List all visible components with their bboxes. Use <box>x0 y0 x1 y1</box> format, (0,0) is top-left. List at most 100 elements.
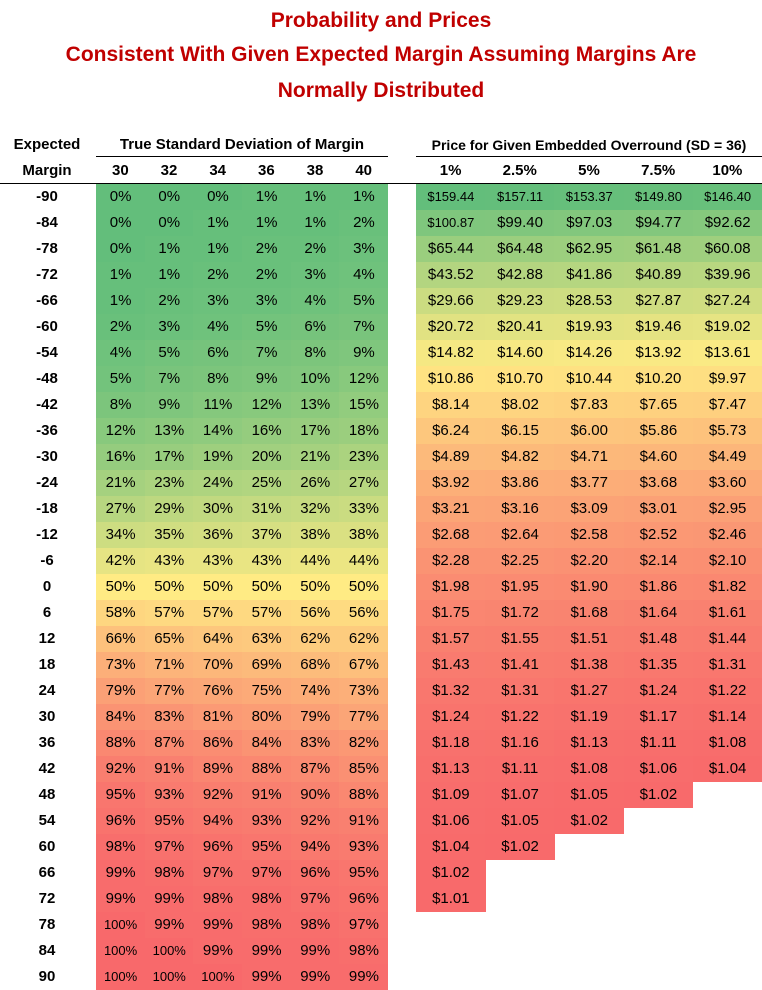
row-label-margin: 12 <box>38 630 56 647</box>
price-cell: $3.21 <box>416 496 486 522</box>
probability-cell: 96% <box>96 808 146 834</box>
price-cell: $1.22 <box>692 678 762 704</box>
probability-cell: 66% <box>96 626 146 652</box>
probability-cell: 99% <box>242 964 292 990</box>
price-cell: $2.28 <box>416 548 486 574</box>
price-cell: $19.46 <box>623 314 694 340</box>
header-price-group: Price for Given Embedded Overround (SD =… <box>416 134 762 157</box>
probability-cell: 90% <box>290 782 340 808</box>
probability-cell: 42% <box>96 548 146 574</box>
price-cell: $2.10 <box>692 548 762 574</box>
price-cell: $41.86 <box>554 262 625 288</box>
probability-cell: 1% <box>144 236 194 262</box>
probability-cell: 38% <box>339 522 389 548</box>
price-cell: $1.86 <box>623 574 694 600</box>
probability-cell: 50% <box>242 574 292 600</box>
price-cell: $8.14 <box>416 392 486 418</box>
probability-cell: 6% <box>290 314 340 340</box>
probability-cell: 83% <box>144 704 194 730</box>
price-cell: $94.77 <box>623 210 694 236</box>
row-label-margin: 72 <box>38 890 56 907</box>
title-line-3: Normally Distributed <box>277 79 485 102</box>
probability-cell: 1% <box>193 236 243 262</box>
probability-cell: 84% <box>96 704 146 730</box>
probability-cell: 23% <box>339 444 389 470</box>
row-label-margin: 0 <box>42 578 52 595</box>
price-cell: $43.52 <box>416 262 486 288</box>
price-cell: $1.22 <box>485 704 555 730</box>
probability-cell: 1% <box>96 262 146 288</box>
price-cell: $2.95 <box>692 496 762 522</box>
probability-cell: 27% <box>339 470 389 496</box>
price-cell: $1.68 <box>554 600 625 626</box>
price-cell: $1.05 <box>485 808 555 834</box>
probability-cell: 1% <box>193 210 243 236</box>
price-cell: $1.06 <box>623 756 694 782</box>
price-cell: $3.09 <box>554 496 625 522</box>
price-cell: $7.47 <box>692 392 762 418</box>
price-cell: $92.62 <box>692 210 762 236</box>
probability-cell: 98% <box>193 886 243 912</box>
price-cell: $1.31 <box>692 652 762 678</box>
row-label-margin: 78 <box>38 916 56 933</box>
price-cell: $2.68 <box>416 522 486 548</box>
price-cell: $27.24 <box>692 288 762 314</box>
probability-cell: 94% <box>193 808 243 834</box>
price-cell: $146.40 <box>692 184 762 210</box>
price-cell: $4.82 <box>485 444 555 470</box>
price-cell: $1.14 <box>692 704 762 730</box>
row-label-margin: 66 <box>38 864 56 881</box>
price-cell: $100.87 <box>416 210 486 236</box>
probability-cell: 88% <box>96 730 146 756</box>
probability-cell: 92% <box>193 782 243 808</box>
probability-cell: 3% <box>339 236 389 262</box>
row-label-margin: 84 <box>38 942 56 959</box>
price-cell: $1.24 <box>416 704 486 730</box>
probability-cell: 89% <box>193 756 243 782</box>
price-cell: $4.89 <box>416 444 486 470</box>
row-label-margin: -36 <box>36 422 58 439</box>
price-cell: $1.48 <box>623 626 694 652</box>
probability-cell: 3% <box>193 288 243 314</box>
price-cell: $2.46 <box>692 522 762 548</box>
row-label-margin: -54 <box>36 344 58 361</box>
row-label-margin: -90 <box>36 188 58 205</box>
price-cell: $29.66 <box>416 288 486 314</box>
price-cell: $1.02 <box>554 808 625 834</box>
probability-cell: 84% <box>242 730 292 756</box>
column-header-overround: 7.5% <box>641 162 676 179</box>
price-cell: $1.01 <box>416 886 486 912</box>
probability-cell: 62% <box>290 626 340 652</box>
column-header-overround: 1% <box>439 162 462 179</box>
price-cell: $42.88 <box>485 262 555 288</box>
probability-cell: 2% <box>339 210 389 236</box>
probability-cell: 7% <box>242 340 292 366</box>
probability-cell: 0% <box>96 184 146 210</box>
probability-cell: 9% <box>144 392 194 418</box>
probability-cell: 95% <box>242 834 292 860</box>
probability-cell: 100% <box>144 938 194 964</box>
probability-cell: 38% <box>290 522 340 548</box>
price-cell: $65.44 <box>416 236 486 262</box>
probability-cell: 95% <box>96 782 146 808</box>
probability-cell: 2% <box>242 236 292 262</box>
column-header-overround: 5% <box>578 162 600 179</box>
probability-cell: 56% <box>339 600 389 626</box>
probability-cell: 75% <box>242 678 292 704</box>
probability-cell: 98% <box>242 912 292 938</box>
price-cell: $157.11 <box>485 184 555 210</box>
probability-cell: 99% <box>96 860 146 886</box>
probability-cell: 91% <box>144 756 194 782</box>
probability-cell: 8% <box>96 392 146 418</box>
price-cell: $4.71 <box>554 444 625 470</box>
price-cell: $1.41 <box>485 652 555 678</box>
row-label-margin: 48 <box>38 786 56 803</box>
column-header-overround: 10% <box>712 162 743 179</box>
probability-cell: 91% <box>242 782 292 808</box>
price-cell: $14.26 <box>554 340 625 366</box>
probability-cell: 99% <box>339 964 389 990</box>
probability-cell: 96% <box>290 860 340 886</box>
title-line-1: Probability and Prices <box>270 9 492 32</box>
probability-cell: 6% <box>193 340 243 366</box>
probability-cell: 58% <box>96 600 146 626</box>
